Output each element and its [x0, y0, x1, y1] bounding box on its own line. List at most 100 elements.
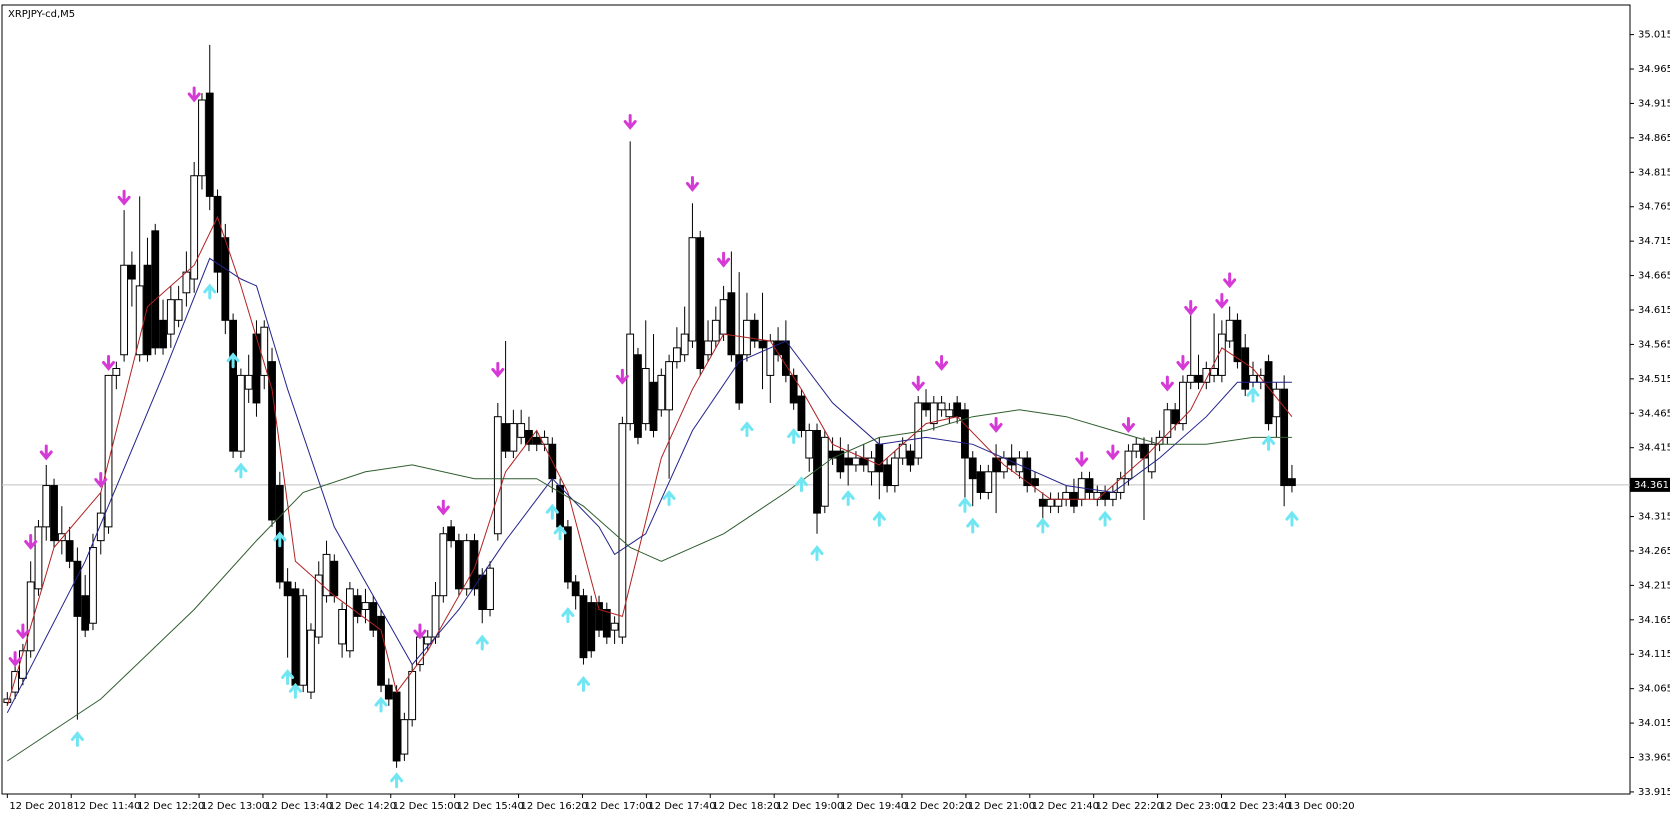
candle-body [727, 292, 736, 356]
candle-body [501, 423, 510, 452]
buy-arrow [810, 545, 824, 562]
x-tick-label: 13 Dec 00:20 [1287, 801, 1354, 812]
buy-arrow [374, 696, 388, 713]
y-tick-label: 34.615 [1638, 305, 1670, 316]
candle-body [268, 361, 276, 521]
buy-arrow [1036, 517, 1050, 534]
candle-body [797, 395, 806, 431]
candle-body [937, 402, 946, 411]
buy-arrow [740, 421, 754, 438]
sell-arrow [685, 176, 699, 192]
buy-arrow [545, 503, 559, 520]
buy-arrow [576, 675, 590, 692]
candle-body [1023, 457, 1032, 487]
candle-body [1046, 498, 1055, 507]
x-tick-label: 12 Dec 15:40 [457, 801, 524, 812]
buy-arrow [553, 524, 567, 541]
candle-body [758, 340, 767, 349]
sell-arrow [623, 114, 637, 130]
candle-body [1272, 388, 1281, 418]
sell-arrow [117, 189, 131, 206]
candle-body [1108, 491, 1117, 500]
candle-body [517, 423, 526, 438]
buy-arrow [794, 476, 808, 493]
candle-body [486, 567, 494, 610]
sell-arrow [16, 623, 30, 640]
candle-body [252, 333, 261, 404]
sell-arrow [491, 361, 505, 378]
x-tick-label: 12 Dec 15:00 [393, 801, 460, 812]
candle-body [143, 264, 152, 356]
x-tick-label: 12 Dec 19:00 [776, 801, 843, 812]
buy-arrow [958, 496, 972, 513]
x-tick-label: 12 Dec 23:40 [1223, 801, 1290, 812]
candle-body [688, 237, 697, 342]
candle-body [579, 595, 588, 659]
x-tick-label: 12 Dec 13:00 [201, 801, 268, 812]
candle-body [1031, 478, 1039, 487]
x-tick-label: 12 Dec 23:00 [1160, 801, 1227, 812]
candle-body [89, 547, 97, 624]
y-tick-label: 34.115 [1638, 649, 1670, 660]
buy-arrow [70, 731, 84, 747]
candle-body [1210, 368, 1218, 376]
buy-arrow [1285, 510, 1299, 527]
candle-body [299, 595, 308, 686]
candle-body [205, 92, 214, 197]
candle-body [400, 719, 409, 755]
candle-body [151, 230, 160, 349]
candle-body [190, 175, 199, 280]
buy-arrow [787, 428, 801, 444]
candle-body [1194, 374, 1203, 383]
x-tick-label: 12 Dec 2018 [9, 801, 73, 812]
sell-arrow [615, 368, 629, 385]
candle-body [1124, 450, 1133, 480]
candle-body [1038, 498, 1047, 507]
candle-body [719, 299, 728, 335]
y-tick-label: 34.915 [1638, 98, 1670, 109]
y-tick-label: 34.815 [1638, 167, 1670, 178]
y-tick-label: 34.765 [1638, 202, 1670, 213]
candle-body [641, 368, 650, 425]
candle-body [1233, 319, 1242, 363]
candle-body [984, 471, 993, 493]
sell-arrow [436, 499, 450, 516]
sell-arrow [717, 251, 731, 268]
candle-body [929, 402, 938, 425]
buy-arrow [1098, 510, 1112, 527]
candle-body [314, 574, 323, 638]
sell-arrow [1176, 355, 1190, 371]
y-tick-label: 34.465 [1638, 408, 1670, 419]
candle-body [1241, 347, 1250, 390]
candle-body [104, 374, 113, 528]
candle-body [867, 457, 876, 473]
x-tick-label: 12 Dec 19:40 [840, 801, 907, 812]
x-tick-label: 12 Dec 11:40 [73, 801, 140, 812]
candle-body [1225, 319, 1234, 342]
moving-average [6, 215, 1293, 707]
candle-body [322, 553, 331, 597]
buy-arrow [203, 283, 217, 300]
y-tick-label: 34.965 [1638, 64, 1670, 75]
chart-title: XRPJPY-cd,M5 [8, 9, 75, 20]
candle-body [587, 602, 596, 652]
buy-arrow [841, 490, 855, 506]
candle-body [665, 361, 673, 411]
candle-body [283, 581, 292, 597]
sell-arrow [1075, 451, 1089, 468]
candle-body [1288, 478, 1296, 487]
candle-body [844, 457, 853, 466]
candle-body [922, 402, 930, 411]
candle-body [345, 588, 354, 652]
sell-arrow [187, 86, 201, 103]
sell-arrow [989, 416, 1003, 433]
candle-body [1077, 478, 1086, 500]
candle-body [525, 429, 533, 445]
y-tick-label: 33.915 [1638, 787, 1670, 798]
y-tick-label: 35.015 [1638, 30, 1670, 41]
x-tick-label: 12 Dec 12:20 [137, 801, 204, 812]
candle-body [836, 450, 845, 473]
candle-body [236, 374, 245, 452]
